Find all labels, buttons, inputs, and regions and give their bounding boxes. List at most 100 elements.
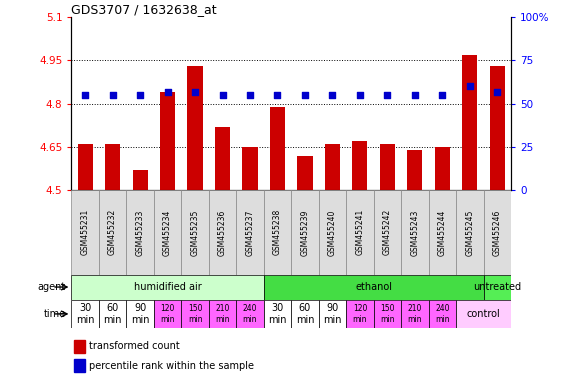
Bar <box>182 300 209 328</box>
Text: 30
min: 30 min <box>76 303 94 325</box>
Text: GSM455235: GSM455235 <box>191 209 199 255</box>
Point <box>273 92 282 98</box>
Bar <box>182 190 209 275</box>
Bar <box>456 190 484 275</box>
Bar <box>270 106 285 190</box>
Point <box>163 89 172 95</box>
Text: GSM455239: GSM455239 <box>300 209 309 255</box>
Bar <box>456 300 511 328</box>
Text: 150
min: 150 min <box>188 304 202 324</box>
Bar <box>490 66 505 190</box>
Bar <box>209 300 236 328</box>
Text: GSM455244: GSM455244 <box>438 209 447 255</box>
Bar <box>187 66 203 190</box>
Point <box>383 92 392 98</box>
Bar <box>236 190 264 275</box>
Point <box>465 83 475 89</box>
Bar <box>71 190 99 275</box>
Bar <box>291 190 319 275</box>
Bar <box>484 190 511 275</box>
Point <box>438 92 447 98</box>
Point <box>300 92 309 98</box>
Bar <box>319 300 346 328</box>
Text: time: time <box>43 309 66 319</box>
Text: 210
min: 210 min <box>215 304 230 324</box>
Text: 240
min: 240 min <box>243 304 258 324</box>
Text: GSM455243: GSM455243 <box>411 209 419 255</box>
Bar <box>407 150 423 190</box>
Text: humidified air: humidified air <box>134 282 202 292</box>
Bar <box>132 170 148 190</box>
Bar <box>463 55 477 190</box>
Text: GSM455233: GSM455233 <box>135 209 144 255</box>
Text: 210
min: 210 min <box>408 304 422 324</box>
Bar <box>74 340 85 353</box>
Bar <box>429 190 456 275</box>
Bar <box>484 275 511 300</box>
Bar <box>215 127 230 190</box>
Bar <box>435 147 450 190</box>
Bar <box>401 190 429 275</box>
Text: untreated: untreated <box>473 282 521 292</box>
Point <box>246 92 255 98</box>
Bar <box>346 300 373 328</box>
Bar <box>154 190 182 275</box>
Text: 30
min: 30 min <box>268 303 287 325</box>
Bar <box>346 190 373 275</box>
Bar <box>74 359 85 372</box>
Bar <box>99 300 126 328</box>
Text: 90
min: 90 min <box>131 303 150 325</box>
Bar <box>105 144 120 190</box>
Bar <box>319 190 346 275</box>
Bar <box>236 300 264 328</box>
Bar <box>243 147 258 190</box>
Bar <box>373 300 401 328</box>
Text: GSM455238: GSM455238 <box>273 209 282 255</box>
Bar <box>291 300 319 328</box>
Point <box>355 92 364 98</box>
Text: 240
min: 240 min <box>435 304 449 324</box>
Text: 60
min: 60 min <box>103 303 122 325</box>
Text: transformed count: transformed count <box>89 341 180 351</box>
Text: control: control <box>467 309 500 319</box>
Text: GSM455237: GSM455237 <box>246 209 255 255</box>
Text: GDS3707 / 1632638_at: GDS3707 / 1632638_at <box>71 3 217 16</box>
Bar <box>154 300 182 328</box>
Text: GSM455232: GSM455232 <box>108 209 117 255</box>
Text: 150
min: 150 min <box>380 304 395 324</box>
Bar <box>325 144 340 190</box>
Text: agent: agent <box>38 282 66 292</box>
Bar <box>71 300 99 328</box>
Text: GSM455242: GSM455242 <box>383 209 392 255</box>
Text: GSM455241: GSM455241 <box>355 209 364 255</box>
Point <box>81 92 90 98</box>
Bar <box>126 300 154 328</box>
Text: percentile rank within the sample: percentile rank within the sample <box>89 361 254 371</box>
Bar <box>160 92 175 190</box>
Point <box>328 92 337 98</box>
Text: ethanol: ethanol <box>355 282 392 292</box>
Bar <box>373 190 401 275</box>
Bar <box>209 190 236 275</box>
Point <box>411 92 420 98</box>
Text: GSM455240: GSM455240 <box>328 209 337 255</box>
Point <box>218 92 227 98</box>
Point <box>191 89 200 95</box>
Bar <box>99 190 126 275</box>
Bar <box>264 275 484 300</box>
Text: 90
min: 90 min <box>323 303 341 325</box>
Bar <box>297 156 312 190</box>
Bar <box>401 300 429 328</box>
Text: 120
min: 120 min <box>353 304 367 324</box>
Point <box>493 89 502 95</box>
Text: GSM455231: GSM455231 <box>81 209 90 255</box>
Point <box>108 92 117 98</box>
Bar <box>264 300 291 328</box>
Bar <box>264 190 291 275</box>
Bar <box>380 144 395 190</box>
Text: GSM455245: GSM455245 <box>465 209 475 255</box>
Bar <box>71 275 264 300</box>
Text: GSM455236: GSM455236 <box>218 209 227 255</box>
Text: GSM455234: GSM455234 <box>163 209 172 255</box>
Bar <box>352 141 368 190</box>
